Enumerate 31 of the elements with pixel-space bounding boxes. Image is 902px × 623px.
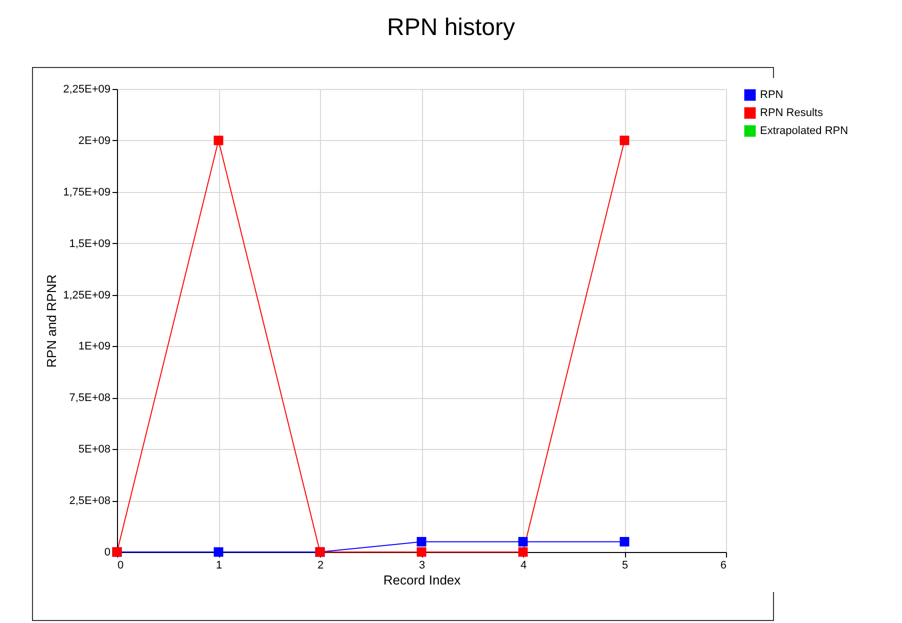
x-tick-label: 4 — [520, 560, 527, 572]
legend-label: Extrapolated RPN — [760, 125, 848, 137]
x-tick-label: 6 — [720, 560, 726, 572]
point — [518, 536, 528, 546]
point — [620, 136, 630, 146]
y-tick-label: 1E+09 — [78, 340, 110, 353]
y-tick-label: 0 — [104, 546, 110, 558]
y-tick-label: 5E+08 — [78, 444, 110, 456]
chart-title: RPN history — [386, 14, 516, 42]
legend-label: RPN Results — [760, 107, 824, 119]
point — [416, 536, 426, 546]
point — [214, 547, 224, 557]
y-tick-label: 1,5E+09 — [69, 238, 110, 250]
y-tick-label: 2,5E+08 — [69, 495, 110, 508]
point — [416, 547, 426, 557]
y-tick-label: 7,5E+08 — [69, 392, 110, 404]
x-tick-label: 0 — [118, 560, 124, 572]
y-tick-label: 1,25E+09 — [63, 289, 110, 302]
legend-label: RPN — [760, 89, 784, 101]
x-tick-label: 3 — [418, 560, 426, 572]
y-axis-title: RPN and RPNR — [44, 274, 60, 368]
x-axis-title: Record Index — [383, 572, 462, 588]
y-tick-label: 1,75E+09 — [63, 186, 110, 198]
x-tick-label: 1 — [216, 560, 222, 572]
point — [214, 136, 224, 146]
x-tick-label: 2 — [317, 560, 324, 572]
point — [620, 536, 630, 546]
x-tick-label: 5 — [622, 560, 628, 572]
point — [518, 547, 528, 557]
y-tick-label: 2,25E+09 — [63, 84, 110, 96]
y-tick-label: 2E+09 — [78, 134, 110, 147]
